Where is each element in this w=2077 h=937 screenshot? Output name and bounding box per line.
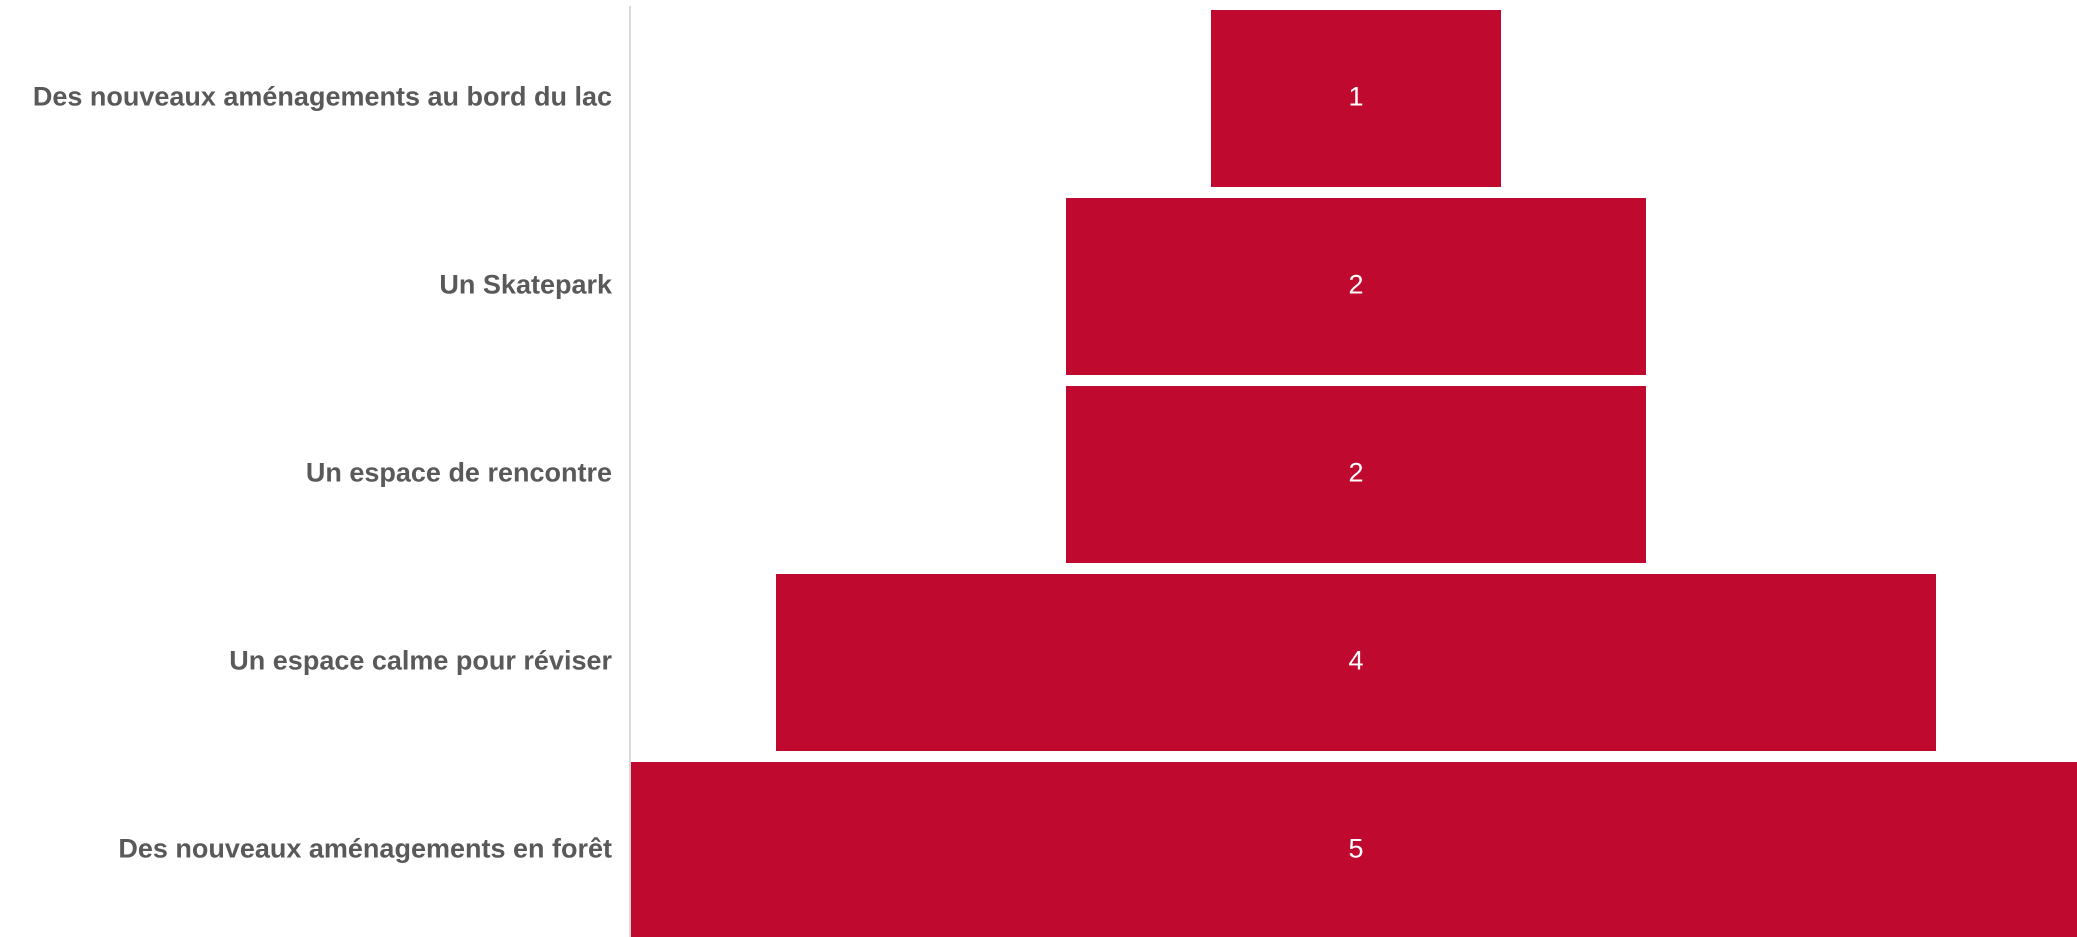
category-label-3: Un espace de rencontre (306, 458, 612, 488)
value-label-1: 1 (1348, 82, 1363, 112)
value-label-5: 5 (1348, 834, 1363, 864)
category-label-5: Des nouveaux aménagements en forêt (118, 834, 612, 864)
funnel-bar-3 (1066, 386, 1646, 563)
value-label-2: 2 (1348, 270, 1363, 300)
value-labels-layer: 1 2 2 4 5 (1348, 82, 1363, 864)
funnel-bar-4 (776, 574, 1936, 751)
category-labels-layer: Des nouveaux aménagements au bord du lac… (33, 82, 613, 864)
category-label-4: Un espace calme pour réviser (229, 646, 612, 676)
funnel-bar-1 (1211, 10, 1501, 187)
value-label-4: 4 (1348, 646, 1363, 676)
category-label-2: Un Skatepark (439, 270, 613, 300)
category-label-1: Des nouveaux aménagements au bord du lac (33, 82, 612, 112)
funnel-bar-5 (631, 762, 2077, 937)
value-label-3: 2 (1348, 458, 1363, 488)
bars-layer (631, 10, 2077, 937)
funnel-bar-2 (1066, 198, 1646, 375)
